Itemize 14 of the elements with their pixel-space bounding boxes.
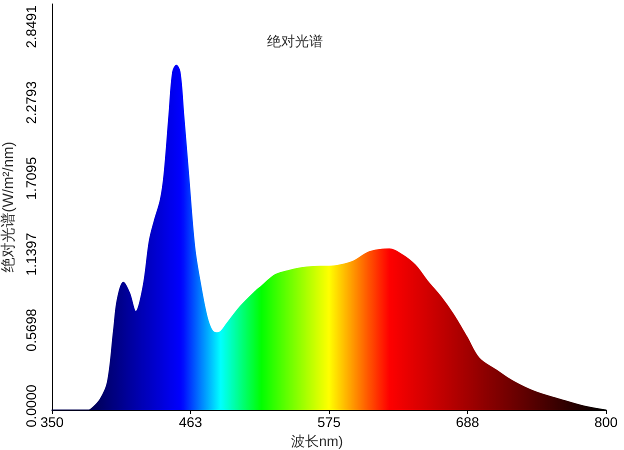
y-tick-label: 0.5698 (23, 308, 39, 352)
x-tick-label: 463 (178, 414, 202, 430)
x-tick-label: 800 (594, 414, 618, 430)
y-tick-label: 1.1397 (23, 232, 39, 276)
x-tick-label: 688 (456, 414, 480, 430)
x-tick-label: 350 (40, 414, 64, 430)
y-axis-title: 绝对光谱(W/m²/nm) (0, 142, 18, 272)
x-axis-title: 波长nm) (290, 432, 344, 449)
y-tick-label: 0.0000 (23, 384, 39, 428)
x-tick-label: 575 (317, 414, 341, 430)
y-tick-label: 2.2793 (23, 80, 39, 124)
y-tick-label: 1.7095 (23, 156, 39, 200)
y-tick-label: 2.8491 (23, 5, 39, 48)
text: 绝对光谱 (267, 33, 323, 49)
